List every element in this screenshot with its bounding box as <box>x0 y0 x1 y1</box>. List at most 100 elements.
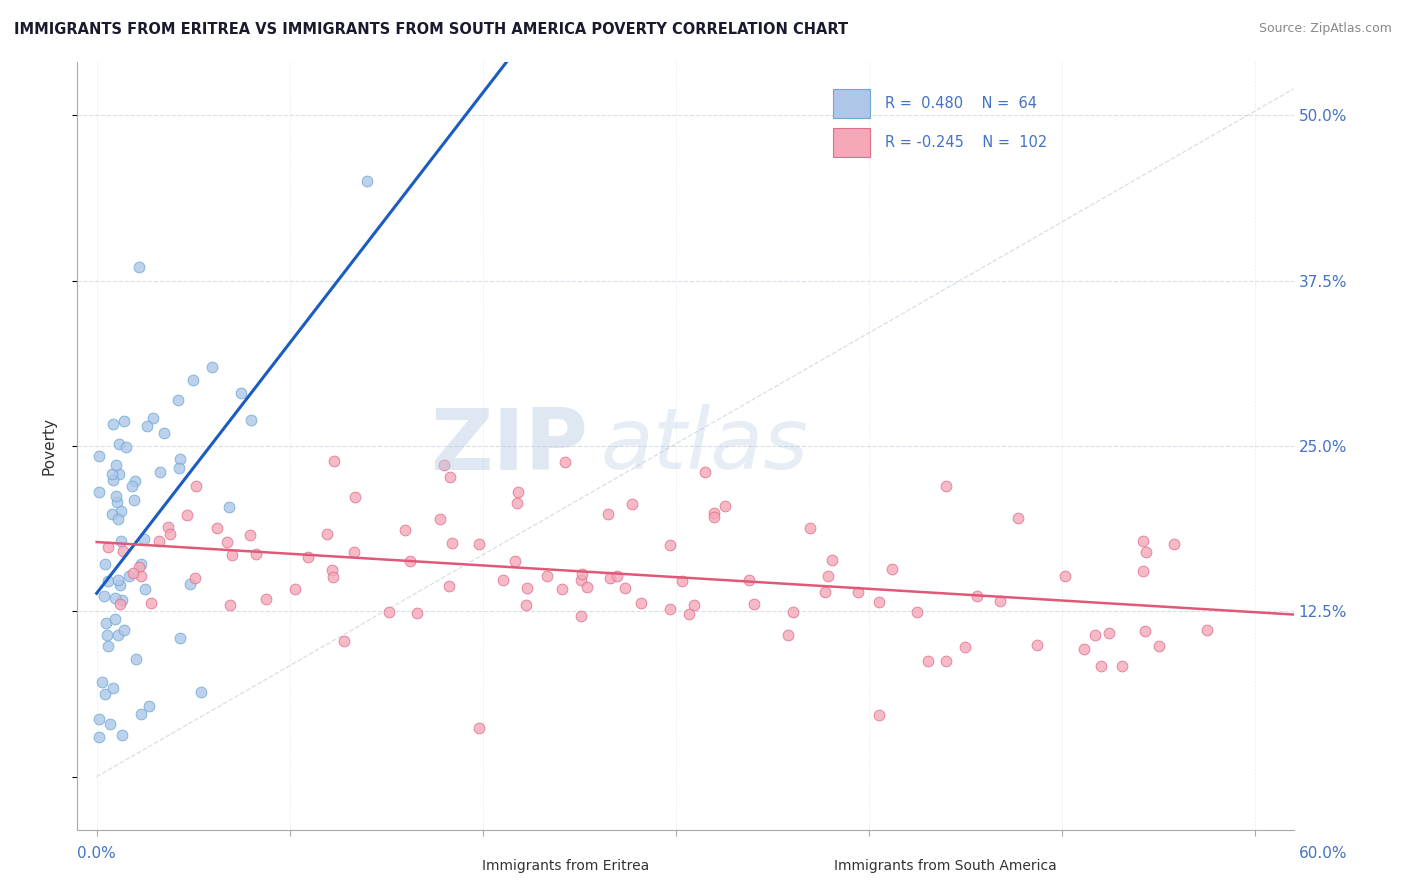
Point <box>138 699 160 714</box>
Point <box>149 465 172 479</box>
Point <box>111 728 134 742</box>
Point <box>184 571 207 585</box>
Text: R =  0.480    N =  64: R = 0.480 N = 64 <box>884 95 1036 111</box>
Point <box>394 524 416 538</box>
Point <box>377 606 399 620</box>
Point <box>821 553 844 567</box>
Point <box>239 528 262 542</box>
Point <box>159 527 181 541</box>
Point <box>536 569 558 583</box>
Point <box>254 591 277 606</box>
Point <box>1163 536 1185 550</box>
Point <box>190 684 212 698</box>
Point <box>101 507 124 521</box>
Point <box>297 549 319 564</box>
Point <box>1133 624 1156 639</box>
Point <box>121 478 143 492</box>
Point <box>136 419 159 434</box>
Point <box>1098 625 1121 640</box>
Point <box>316 527 339 541</box>
Point <box>1073 641 1095 656</box>
Point <box>742 598 765 612</box>
Point <box>596 507 619 521</box>
Point <box>98 716 121 731</box>
Point <box>112 543 135 558</box>
Point <box>115 441 138 455</box>
Point <box>550 582 572 596</box>
Point <box>231 386 253 401</box>
Point <box>90 675 112 690</box>
Point <box>1053 569 1076 583</box>
Point <box>104 612 127 626</box>
Point <box>218 500 240 514</box>
Point <box>104 458 127 473</box>
Point <box>132 532 155 546</box>
Point <box>139 596 162 610</box>
Point <box>111 592 134 607</box>
Bar <box>834 128 870 157</box>
Point <box>97 540 120 554</box>
Point <box>94 616 117 631</box>
Point <box>1090 658 1112 673</box>
Point <box>129 707 152 722</box>
Point <box>782 605 804 619</box>
Point <box>817 569 839 583</box>
Point <box>440 536 463 550</box>
Text: Immigrants from South America: Immigrants from South America <box>834 859 1056 873</box>
Point <box>1132 533 1154 548</box>
Point <box>683 598 706 612</box>
Point <box>554 455 576 469</box>
Point <box>112 623 135 637</box>
Point <box>153 425 176 440</box>
Text: IMMIGRANTS FROM ERITREA VS IMMIGRANTS FROM SOUTH AMERICA POVERTY CORRELATION CHA: IMMIGRANTS FROM ERITREA VS IMMIGRANTS FR… <box>14 22 848 37</box>
Point <box>108 436 131 450</box>
Point <box>97 639 120 653</box>
Point <box>467 536 489 550</box>
Point <box>125 652 148 666</box>
Point <box>156 519 179 533</box>
Point <box>129 557 152 571</box>
Point <box>97 574 120 588</box>
Point <box>245 547 267 561</box>
Point <box>503 554 526 568</box>
Point <box>344 490 367 504</box>
Point <box>221 548 243 562</box>
Point <box>108 577 131 591</box>
Point <box>148 534 170 549</box>
Point <box>322 569 344 583</box>
Point <box>799 521 821 535</box>
Point <box>399 554 422 568</box>
Point <box>505 496 527 510</box>
Point <box>122 566 145 580</box>
Point <box>437 579 460 593</box>
Point <box>659 601 682 615</box>
Point <box>219 599 242 613</box>
Point <box>814 585 837 599</box>
Point <box>134 582 156 596</box>
Point <box>433 458 456 473</box>
Point <box>201 359 224 374</box>
Point <box>169 631 191 645</box>
Point <box>215 534 238 549</box>
Point <box>107 512 129 526</box>
Point <box>880 562 903 576</box>
Point <box>966 589 988 603</box>
Point <box>108 597 131 611</box>
Point <box>658 538 681 552</box>
Point <box>240 412 263 426</box>
Point <box>678 607 700 622</box>
Text: 0.0%: 0.0% <box>77 846 117 861</box>
Point <box>169 451 191 466</box>
Point <box>284 582 307 597</box>
Point <box>89 713 111 727</box>
Point <box>117 569 139 583</box>
Point <box>935 478 957 492</box>
Point <box>599 571 621 585</box>
Point <box>1007 511 1029 525</box>
Point <box>186 478 208 492</box>
Point <box>506 484 529 499</box>
Point <box>703 506 725 520</box>
Point <box>846 584 869 599</box>
Text: atlas: atlas <box>600 404 808 488</box>
Point <box>671 574 693 588</box>
